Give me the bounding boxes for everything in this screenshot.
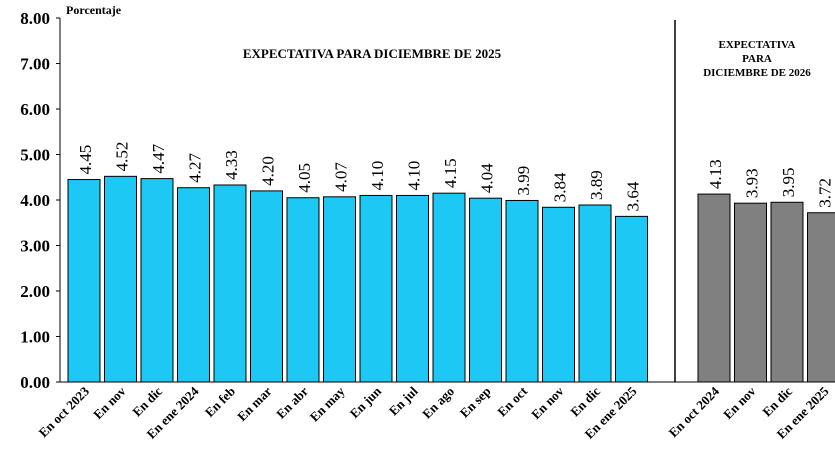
value-label: 4.04 — [478, 163, 497, 193]
value-label: 4.10 — [405, 161, 424, 191]
group-title: PARA — [742, 53, 772, 65]
group-title: DICIEMBRE DE 2026 — [703, 67, 811, 79]
value-label: 4.15 — [441, 158, 460, 188]
value-label: 4.27 — [186, 152, 205, 182]
bar — [67, 179, 101, 383]
bar — [615, 215, 648, 383]
bar — [734, 202, 767, 383]
x-tick-label: En abr — [273, 383, 311, 421]
group-title: EXPECTATIVA — [718, 39, 795, 51]
value-label: 4.10 — [368, 161, 387, 191]
value-label: 3.72 — [816, 178, 835, 208]
bar — [469, 197, 502, 383]
bar — [505, 199, 539, 383]
x-tick-label: En jun — [347, 383, 385, 421]
x-tick-label: En may — [307, 383, 348, 424]
x-tick-label: En nov — [720, 383, 759, 422]
value-label: 4.05 — [295, 163, 314, 193]
y-tick-label: 7.00 — [20, 55, 50, 74]
bar — [807, 212, 835, 383]
x-tick-label: En oct 2024 — [666, 383, 723, 440]
bar — [770, 201, 804, 383]
value-label: 4.20 — [259, 156, 278, 186]
x-tick-label: En jul — [386, 383, 421, 418]
bar — [578, 204, 612, 383]
bar — [359, 194, 393, 383]
value-label: 4.52 — [113, 142, 132, 172]
bar — [177, 187, 210, 383]
value-label: 4.33 — [222, 150, 241, 180]
bar — [250, 190, 283, 383]
x-tick-label: En oct — [494, 383, 530, 419]
value-label: 3.99 — [514, 166, 533, 196]
x-tick-label: En feb — [202, 384, 238, 420]
value-label: 3.64 — [624, 181, 643, 211]
bar — [323, 196, 356, 383]
value-label: 4.07 — [332, 162, 351, 192]
bar — [697, 193, 731, 383]
bar — [542, 206, 575, 383]
value-label: 3.89 — [587, 170, 606, 200]
x-tick-label: En mar — [234, 383, 275, 424]
value-label: 3.95 — [779, 168, 798, 198]
bar — [286, 197, 320, 383]
value-label: 4.13 — [706, 159, 725, 189]
bar — [140, 178, 174, 383]
x-tick-label: En nov — [528, 383, 567, 422]
bar — [213, 184, 247, 383]
x-tick-label: En ago — [419, 384, 457, 422]
bar — [104, 175, 137, 383]
y-tick-label: 4.00 — [20, 191, 50, 210]
value-label: 4.47 — [149, 143, 168, 173]
y-tick-label: 1.00 — [20, 328, 50, 347]
bar — [396, 194, 429, 383]
value-label: 4.45 — [76, 145, 95, 175]
group-title: EXPECTATIVA PARA DICIEMBRE DE 2025 — [243, 46, 502, 61]
y-tick-label: 5.00 — [20, 146, 50, 165]
y-tick-label: 3.00 — [20, 237, 50, 256]
y-tick-label: 6.00 — [20, 100, 50, 119]
x-tick-label: En sep — [457, 384, 494, 421]
y-tick-label: 8.00 — [20, 9, 50, 28]
x-tick-label: En nov — [90, 383, 129, 422]
bar — [432, 192, 466, 383]
y-tick-label: 2.00 — [20, 282, 50, 301]
y-tick-label: 0.00 — [20, 373, 50, 392]
value-label: 3.93 — [743, 168, 762, 198]
value-label: 3.84 — [551, 172, 570, 202]
y-axis-label: Porcentaje — [66, 3, 122, 17]
